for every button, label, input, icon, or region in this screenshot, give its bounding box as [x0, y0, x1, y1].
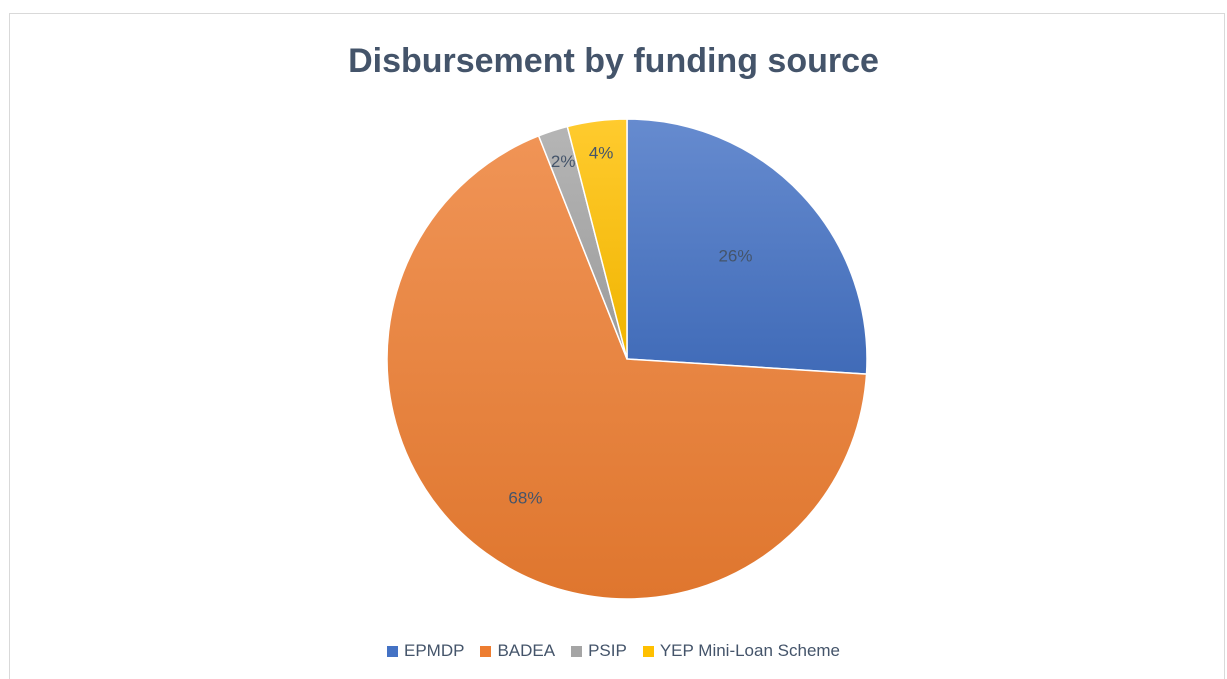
legend-label-yep-mini-loan-scheme: YEP Mini-Loan Scheme — [659, 641, 841, 660]
legend-item-badea: BADEA — [480, 641, 555, 661]
pie-slice-epmdp — [626, 118, 868, 375]
legend: EPMDP BADEA PSIP YEP Mini-Loan Scheme — [0, 641, 1227, 661]
pie-labels: 26% 68% 2% 4% — [508, 144, 752, 508]
legend-swatch-badea — [480, 645, 492, 657]
legend-swatch-yep-mini-loan-scheme — [642, 645, 654, 657]
legend-item-epmdp: EPMDP — [386, 641, 465, 661]
legend-label-psip: PSIP — [588, 641, 627, 660]
data-label-psip: 2% — [551, 152, 576, 171]
legend-label-badea: BADEA — [497, 641, 556, 660]
legend-label-epmdp: EPMDP — [403, 641, 465, 660]
chart-title: Disbursement by funding source — [348, 42, 879, 80]
data-label-badea: 68% — [508, 488, 542, 507]
pie-slices — [386, 118, 868, 600]
legend-item-psip: PSIP — [571, 641, 627, 661]
pie-slice-badea — [386, 134, 868, 600]
pie-slice-yep-mini-loan-scheme — [566, 118, 628, 360]
legend-swatch-epmdp — [386, 645, 398, 657]
legend-item-yep-mini-loan-scheme: YEP Mini-Loan Scheme — [642, 641, 841, 661]
legend-swatch-psip — [571, 645, 583, 657]
data-label-epmdp: 26% — [718, 247, 752, 266]
data-label-yep-mini-loan-scheme: 4% — [589, 144, 614, 163]
